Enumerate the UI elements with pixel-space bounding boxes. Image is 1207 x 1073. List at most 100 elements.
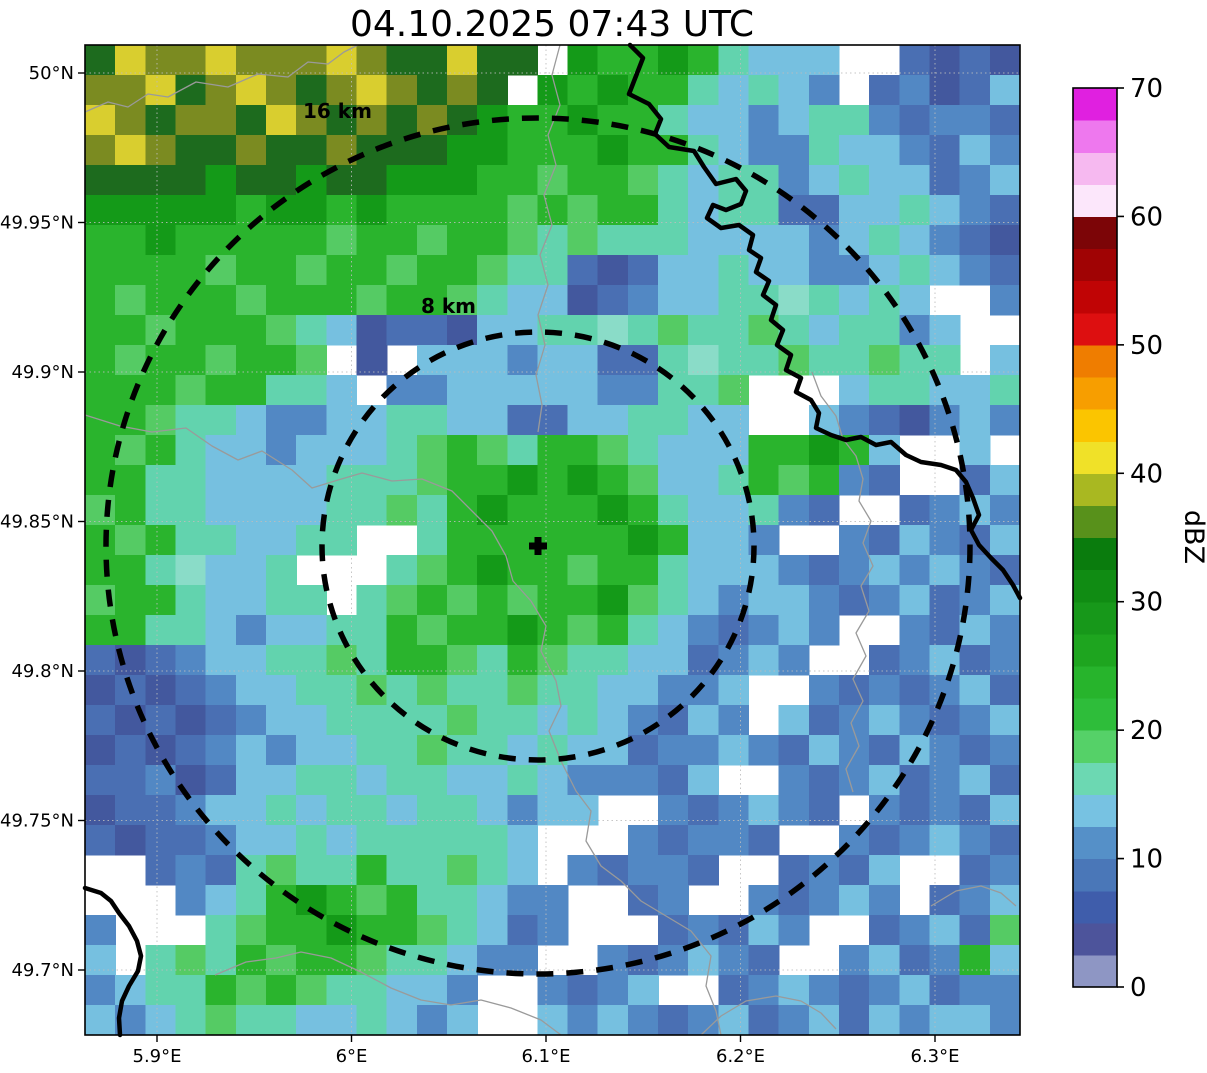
radar-cell bbox=[688, 465, 720, 496]
y-tick-label: 49.85°N bbox=[0, 512, 74, 533]
radar-cell bbox=[477, 585, 508, 616]
radar-cell bbox=[145, 105, 177, 136]
radar-cell bbox=[205, 105, 237, 136]
radar-cell bbox=[839, 765, 870, 796]
radar-cell bbox=[115, 525, 147, 556]
radar-cell bbox=[205, 525, 237, 556]
radar-cell bbox=[959, 945, 991, 976]
radar-cell bbox=[386, 1005, 418, 1036]
radar-cell bbox=[839, 885, 870, 916]
radar-cell bbox=[718, 525, 750, 556]
radar-cell bbox=[296, 765, 327, 796]
radar-cell bbox=[235, 885, 267, 916]
radar-cell bbox=[416, 285, 448, 316]
radar-cell bbox=[959, 255, 991, 286]
radar-cell bbox=[205, 705, 237, 736]
radar-cell bbox=[326, 105, 358, 136]
radar-cell bbox=[326, 1005, 358, 1036]
radar-cell bbox=[446, 585, 478, 616]
radar-cell bbox=[718, 975, 750, 1006]
radar-cell bbox=[326, 945, 358, 976]
radar-cell bbox=[597, 525, 629, 556]
radar-cell bbox=[446, 915, 478, 946]
radar-cell bbox=[748, 195, 780, 226]
radar-cell bbox=[507, 585, 539, 616]
radar-cell bbox=[899, 525, 931, 556]
radar-cell bbox=[899, 795, 931, 826]
radar-cell bbox=[477, 315, 508, 346]
radar-cell bbox=[929, 975, 961, 1006]
radar-cell bbox=[416, 405, 448, 436]
radar-cell bbox=[416, 825, 448, 856]
radar-cell bbox=[416, 675, 448, 706]
radar-cell bbox=[326, 525, 358, 556]
radar-cell bbox=[145, 615, 177, 646]
radar-cell bbox=[869, 105, 901, 136]
radar-cell bbox=[567, 165, 599, 196]
radar-cell bbox=[175, 435, 207, 466]
radar-cell bbox=[688, 45, 720, 76]
radar-cell bbox=[507, 555, 539, 586]
radar-cell bbox=[688, 825, 720, 856]
radar-cell bbox=[627, 495, 659, 526]
radar-cell bbox=[869, 195, 901, 226]
radar-cell bbox=[718, 285, 750, 316]
radar-cell bbox=[145, 585, 177, 616]
radar-cell bbox=[115, 345, 147, 376]
radar-cell bbox=[296, 225, 327, 256]
radar-cell bbox=[477, 345, 508, 376]
radar-cell bbox=[959, 225, 991, 256]
radar-cell bbox=[989, 525, 1021, 556]
radar-cell bbox=[839, 165, 870, 196]
axes: 5.9°E 6°E 6.1°E 6.2°E 6.3°E 50°N 49.95°N 49.9°N… bbox=[0, 63, 960, 1067]
radar-cell bbox=[446, 975, 478, 1006]
radar-cell bbox=[869, 705, 901, 736]
radar-cell bbox=[296, 795, 327, 826]
radar-cell bbox=[235, 195, 267, 226]
radar-cell bbox=[839, 195, 870, 226]
radar-cell bbox=[778, 585, 810, 616]
radar-cell bbox=[929, 945, 961, 976]
radar-cell bbox=[386, 915, 418, 946]
radar-cell bbox=[989, 345, 1021, 376]
radar-cell bbox=[507, 765, 539, 796]
radar-cell bbox=[175, 975, 207, 1006]
colorbar-tick-label: 0 bbox=[1130, 973, 1147, 1003]
radar-cell bbox=[537, 345, 569, 376]
radar-cell bbox=[989, 135, 1021, 166]
radar-cell bbox=[989, 975, 1021, 1006]
radar-cell bbox=[265, 585, 297, 616]
radar-cell bbox=[869, 975, 901, 1006]
radar-cell bbox=[627, 945, 659, 976]
radar-cell bbox=[326, 45, 358, 76]
radar-cell bbox=[446, 45, 478, 76]
radar-cell bbox=[869, 885, 901, 916]
radar-cell bbox=[145, 675, 177, 706]
radar-cell bbox=[778, 45, 810, 76]
radar-cell bbox=[326, 375, 358, 406]
radar-cell bbox=[597, 255, 629, 286]
radar-cell bbox=[386, 285, 418, 316]
radar-cell bbox=[537, 585, 569, 616]
radar-cell bbox=[477, 225, 508, 256]
radar-cell bbox=[959, 855, 991, 886]
radar-cell bbox=[989, 735, 1021, 766]
radar-cell bbox=[808, 225, 840, 256]
radar-cell bbox=[778, 705, 810, 736]
radar-cell bbox=[748, 795, 780, 826]
y-tick-label: 49.9°N bbox=[11, 362, 74, 383]
colorbar-segment bbox=[1073, 120, 1117, 153]
radar-cell bbox=[386, 45, 418, 76]
radar-cell bbox=[265, 375, 297, 406]
colorbar-tick-label: 10 bbox=[1130, 845, 1163, 875]
radar-cell bbox=[748, 585, 780, 616]
radar-cell bbox=[808, 135, 840, 166]
radar-cell bbox=[718, 105, 750, 136]
radar-cell bbox=[507, 285, 539, 316]
radar-cell bbox=[386, 795, 418, 826]
radar-cell bbox=[477, 705, 508, 736]
radar-cell bbox=[899, 105, 931, 136]
radar-cell bbox=[386, 315, 418, 346]
radar-cell bbox=[85, 705, 116, 736]
radar-cell bbox=[778, 915, 810, 946]
